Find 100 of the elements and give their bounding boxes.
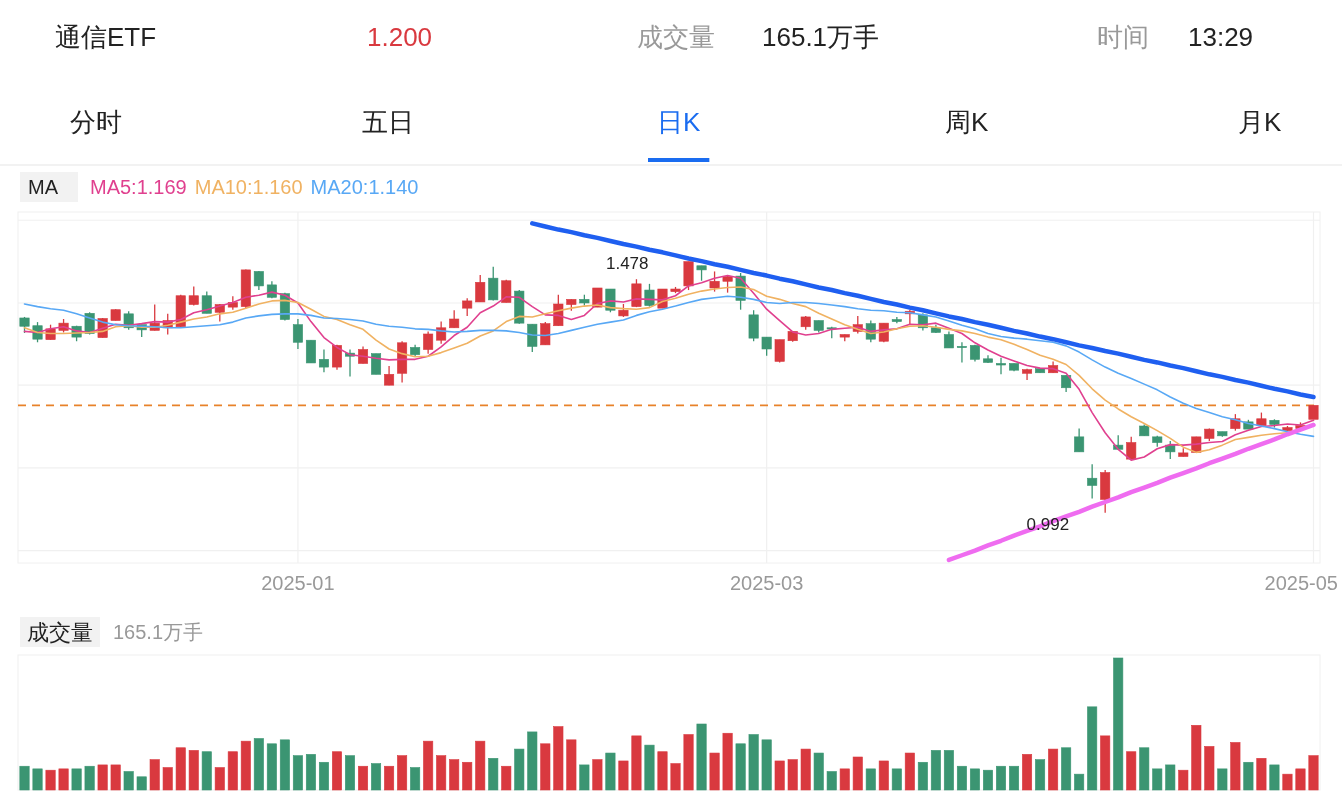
bar (1048, 748, 1059, 791)
bar (983, 769, 993, 791)
bar (748, 734, 759, 791)
bar (1074, 773, 1085, 791)
bar (553, 726, 564, 791)
bar (579, 764, 590, 791)
text: 日K (657, 107, 701, 137)
bar (1126, 751, 1137, 791)
bar (266, 743, 277, 791)
bar (1061, 747, 1072, 791)
bar (943, 750, 954, 791)
x-tick-label: 2025-03 (729, 572, 804, 594)
text: 1.200 (367, 22, 433, 52)
bar (1113, 657, 1124, 791)
text: 13:29 (1188, 22, 1254, 52)
bar (71, 768, 82, 791)
bar (1035, 759, 1046, 791)
bar (996, 765, 1006, 791)
bar (149, 759, 160, 791)
bar (1100, 735, 1111, 791)
bar (1139, 747, 1150, 791)
chart-subtitle: 165.1万手 (113, 621, 204, 643)
bar (410, 767, 421, 791)
bar (175, 747, 186, 791)
bar (826, 771, 837, 791)
bar (227, 751, 238, 791)
x-tick-label: 2025-01 (261, 572, 335, 594)
bar (683, 734, 694, 791)
bar (1204, 746, 1215, 791)
bar (188, 750, 199, 791)
bar (878, 760, 889, 791)
bar (540, 743, 551, 791)
bar (1087, 706, 1098, 791)
bar (475, 740, 486, 791)
bar (566, 739, 577, 791)
bar (84, 765, 95, 791)
bar (318, 761, 329, 791)
bar (32, 768, 43, 791)
bar (865, 768, 876, 791)
bar (253, 738, 264, 791)
text: 月K (1238, 107, 1282, 137)
bar (1243, 761, 1254, 791)
bar (1295, 768, 1306, 791)
bar (709, 752, 720, 791)
bar (332, 751, 342, 791)
bar (800, 748, 811, 791)
bar (136, 776, 147, 791)
bar (501, 765, 512, 791)
bar (1230, 742, 1241, 791)
bar (930, 750, 941, 791)
bar (527, 731, 538, 791)
bar (371, 763, 382, 791)
bar (345, 755, 355, 791)
bar (384, 765, 395, 791)
bar (618, 760, 629, 791)
text: 成交量 (637, 22, 715, 52)
legend-title: MA (28, 176, 59, 198)
bar (19, 765, 30, 791)
bar (761, 739, 772, 791)
bar (696, 723, 707, 791)
bar (852, 756, 863, 791)
bar (201, 751, 212, 791)
bar (631, 735, 642, 791)
bar (735, 743, 746, 791)
bar (279, 739, 290, 791)
bar (644, 744, 655, 791)
bar (292, 755, 303, 791)
bar (514, 748, 525, 791)
bar (436, 755, 447, 791)
bar (1152, 768, 1163, 791)
bar (397, 755, 408, 791)
bar (891, 768, 902, 791)
bar (1256, 758, 1267, 791)
text: 周K (945, 107, 989, 137)
bar (123, 771, 134, 791)
bar (110, 764, 121, 791)
bar (488, 758, 499, 791)
bar (1282, 773, 1293, 791)
bar (162, 767, 173, 791)
bar (214, 767, 225, 791)
bar (45, 769, 56, 791)
text: 分时 (70, 107, 122, 137)
bar (787, 759, 798, 791)
bar (1009, 765, 1020, 791)
text: 五日 (362, 107, 414, 137)
bar (358, 765, 369, 791)
bar (722, 732, 733, 791)
bar (97, 764, 108, 791)
bar (449, 759, 460, 791)
bar (904, 752, 915, 791)
bar (813, 752, 824, 791)
bar (592, 759, 603, 791)
text: 通信ETF (55, 22, 157, 52)
bar (462, 761, 473, 791)
bar (305, 754, 316, 791)
bar (839, 768, 850, 791)
text: MA5:1.169 (90, 176, 187, 198)
text: 时间 (1097, 22, 1149, 52)
bar (1178, 769, 1189, 791)
bar (969, 768, 980, 791)
